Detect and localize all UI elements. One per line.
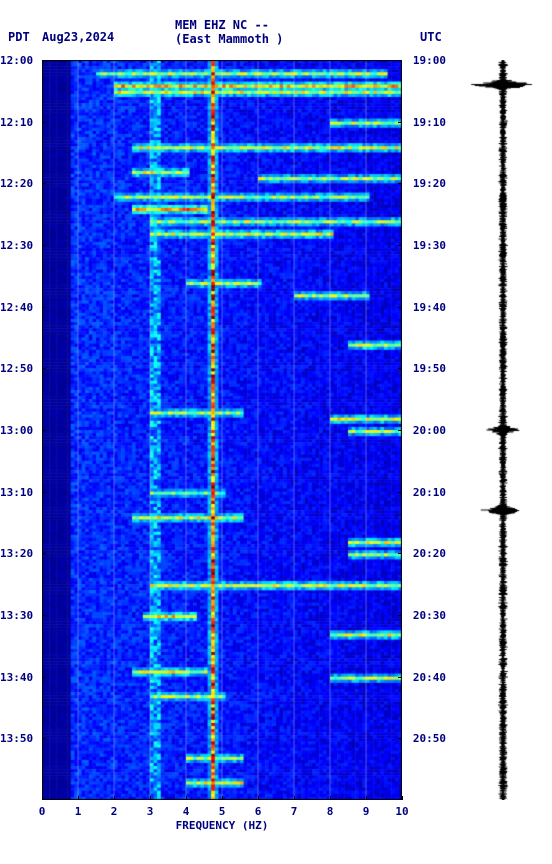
waveform-trace [468, 60, 538, 800]
utc-label: UTC [420, 30, 442, 44]
left-time-tick: 13:00 [0, 424, 40, 437]
left-time-tick: 12:30 [0, 239, 40, 252]
left-time-tick: 12:00 [0, 54, 40, 67]
freq-tick: 1 [68, 805, 88, 818]
right-time-tick: 20:40 [404, 671, 446, 684]
freq-tick: 10 [392, 805, 412, 818]
freq-tick: 5 [212, 805, 232, 818]
right-time-tick: 20:30 [404, 609, 446, 622]
x-axis-label: FREQUENCY (HZ) [42, 819, 402, 832]
freq-tick: 4 [176, 805, 196, 818]
right-time-tick: 19:10 [404, 116, 446, 129]
right-time-tick: 19:30 [404, 239, 446, 252]
left-time-tick: 13:20 [0, 547, 40, 560]
right-time-tick: 20:00 [404, 424, 446, 437]
pdt-label: PDT [8, 30, 30, 44]
right-time-tick: 19:00 [404, 54, 446, 67]
freq-tick: 0 [32, 805, 52, 818]
freq-tick: 8 [320, 805, 340, 818]
freq-tick: 2 [104, 805, 124, 818]
left-time-tick: 13:40 [0, 671, 40, 684]
left-time-tick: 13:10 [0, 486, 40, 499]
right-time-tick: 20:10 [404, 486, 446, 499]
left-time-tick: 12:40 [0, 301, 40, 314]
left-time-tick: 13:50 [0, 732, 40, 745]
left-time-tick: 12:10 [0, 116, 40, 129]
right-time-tick: 19:20 [404, 177, 446, 190]
freq-tick: 9 [356, 805, 376, 818]
station-name: (East Mammoth ) [175, 32, 283, 46]
spectrogram-plot: 12:0012:1012:2012:3012:4012:5013:0013:10… [42, 60, 402, 800]
left-time-tick: 12:20 [0, 177, 40, 190]
freq-tick: 6 [248, 805, 268, 818]
freq-tick: 7 [284, 805, 304, 818]
left-time-tick: 13:30 [0, 609, 40, 622]
right-time-tick: 19:40 [404, 301, 446, 314]
date-label: Aug23,2024 [42, 30, 114, 44]
right-time-tick: 20:50 [404, 732, 446, 745]
right-time-tick: 20:20 [404, 547, 446, 560]
left-time-tick: 12:50 [0, 362, 40, 375]
freq-tick: 3 [140, 805, 160, 818]
right-time-tick: 19:50 [404, 362, 446, 375]
spectrogram-canvas [42, 60, 402, 800]
station-id: MEM EHZ NC -- [175, 18, 269, 32]
